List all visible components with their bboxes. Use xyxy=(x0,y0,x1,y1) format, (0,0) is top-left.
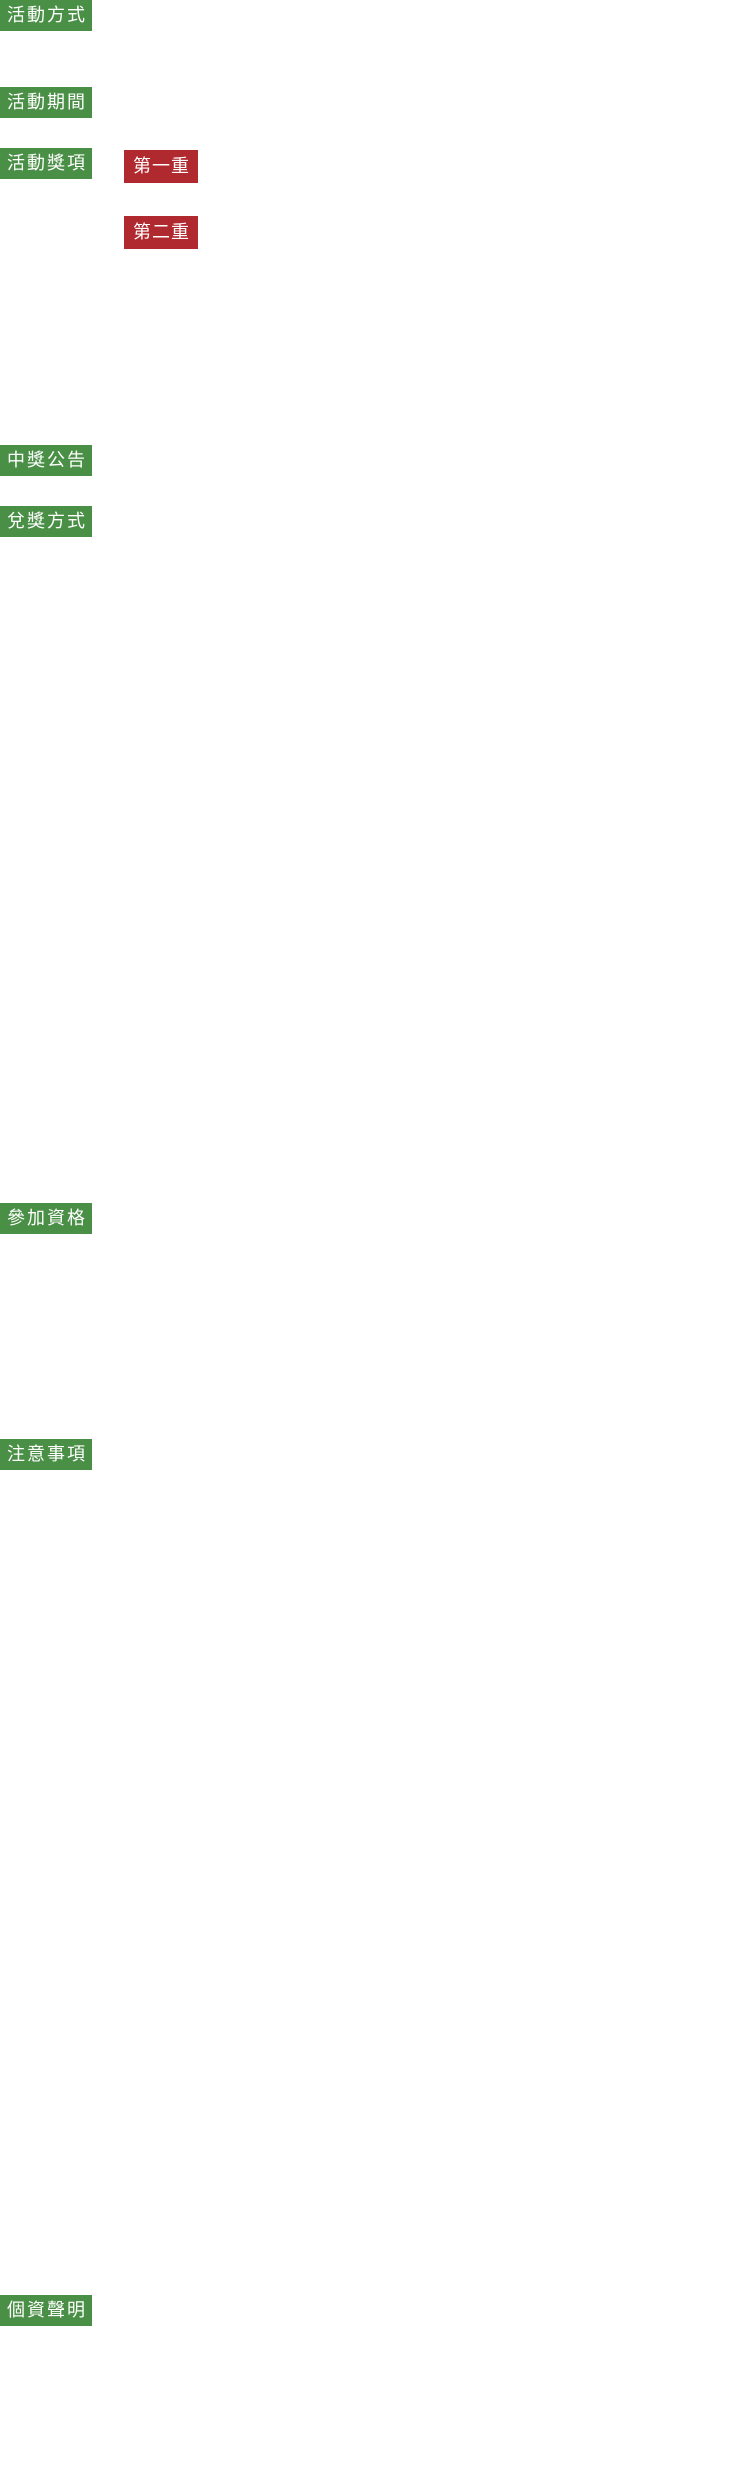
section-tag-winner-announcement: 中獎公告 xyxy=(0,445,92,476)
section-tag-notes: 注意事項 xyxy=(0,1439,92,1470)
section-tag-activity-period: 活動期間 xyxy=(0,87,92,118)
section-tag-eligibility: 參加資格 xyxy=(0,1203,92,1234)
prize-tier-first: 第一重 xyxy=(124,150,198,183)
section-tag-privacy-statement: 個資聲明 xyxy=(0,2295,92,2326)
section-tag-activity-method: 活動方式 xyxy=(0,0,92,31)
section-tag-activity-prizes: 活動獎項 xyxy=(0,148,92,179)
section-tag-redemption-method: 兌獎方式 xyxy=(0,506,92,537)
prize-tier-second: 第二重 xyxy=(124,216,198,249)
